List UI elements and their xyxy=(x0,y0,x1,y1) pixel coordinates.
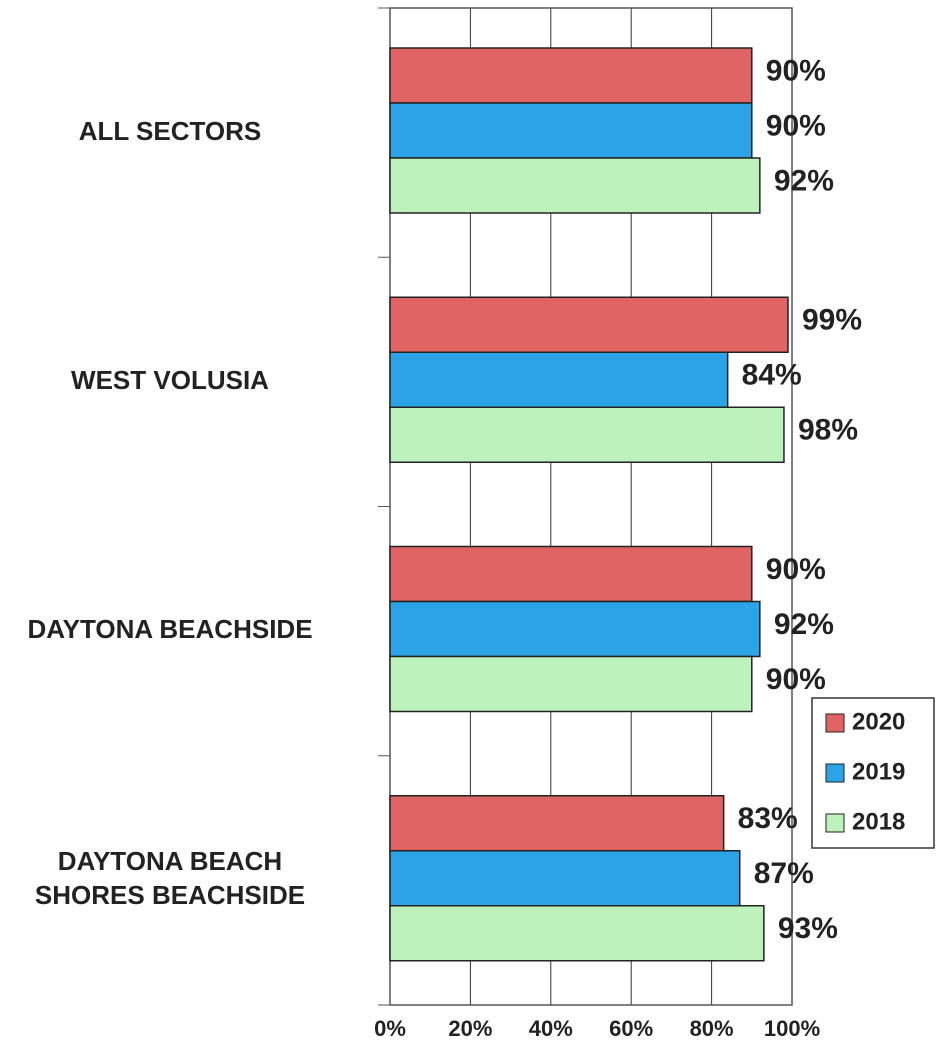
value-label: 83% xyxy=(738,802,798,835)
bar xyxy=(389,850,741,907)
value-label: 90% xyxy=(766,109,826,142)
value-label: 99% xyxy=(802,304,862,337)
value-label: 93% xyxy=(778,912,838,945)
bar xyxy=(389,406,785,463)
value-label: 87% xyxy=(754,857,814,890)
bar xyxy=(389,351,729,408)
value-label: 84% xyxy=(742,359,802,392)
bar xyxy=(389,102,753,159)
category-label: DAYTONA BEACHSIDE xyxy=(27,614,313,644)
category-label: ALL SECTORS xyxy=(78,115,262,146)
value-label: 92% xyxy=(774,608,834,641)
x-tick-label: 0% xyxy=(374,1016,406,1041)
legend-swatch xyxy=(825,713,845,733)
bar xyxy=(389,905,765,962)
legend-swatch xyxy=(825,813,845,833)
bar xyxy=(389,545,753,603)
bar xyxy=(389,795,725,852)
x-tick-label: 40% xyxy=(529,1016,573,1041)
x-tick-label: 20% xyxy=(448,1016,492,1041)
x-tick-label: 60% xyxy=(609,1016,653,1041)
value-label: 90% xyxy=(766,54,826,87)
x-tick-label: 100% xyxy=(764,1016,820,1041)
value-label: 92% xyxy=(774,164,834,197)
x-tick-label: 80% xyxy=(690,1016,734,1041)
bar xyxy=(389,157,761,214)
value-label: 90% xyxy=(766,553,826,586)
category-label: DAYTONA BEACH SHORES BEACHSIDE xyxy=(34,846,306,911)
bar xyxy=(389,600,761,658)
legend-label: 2019 xyxy=(852,758,905,785)
value-label: 90% xyxy=(766,663,826,696)
bar xyxy=(389,47,753,104)
legend-label: 2020 xyxy=(852,708,905,735)
bar xyxy=(389,296,789,353)
legend-swatch xyxy=(825,763,845,783)
bar xyxy=(389,655,753,713)
category-label: WEST VOLUSIA xyxy=(71,364,269,395)
legend-label: 2018 xyxy=(852,808,905,835)
value-label: 98% xyxy=(798,414,858,447)
